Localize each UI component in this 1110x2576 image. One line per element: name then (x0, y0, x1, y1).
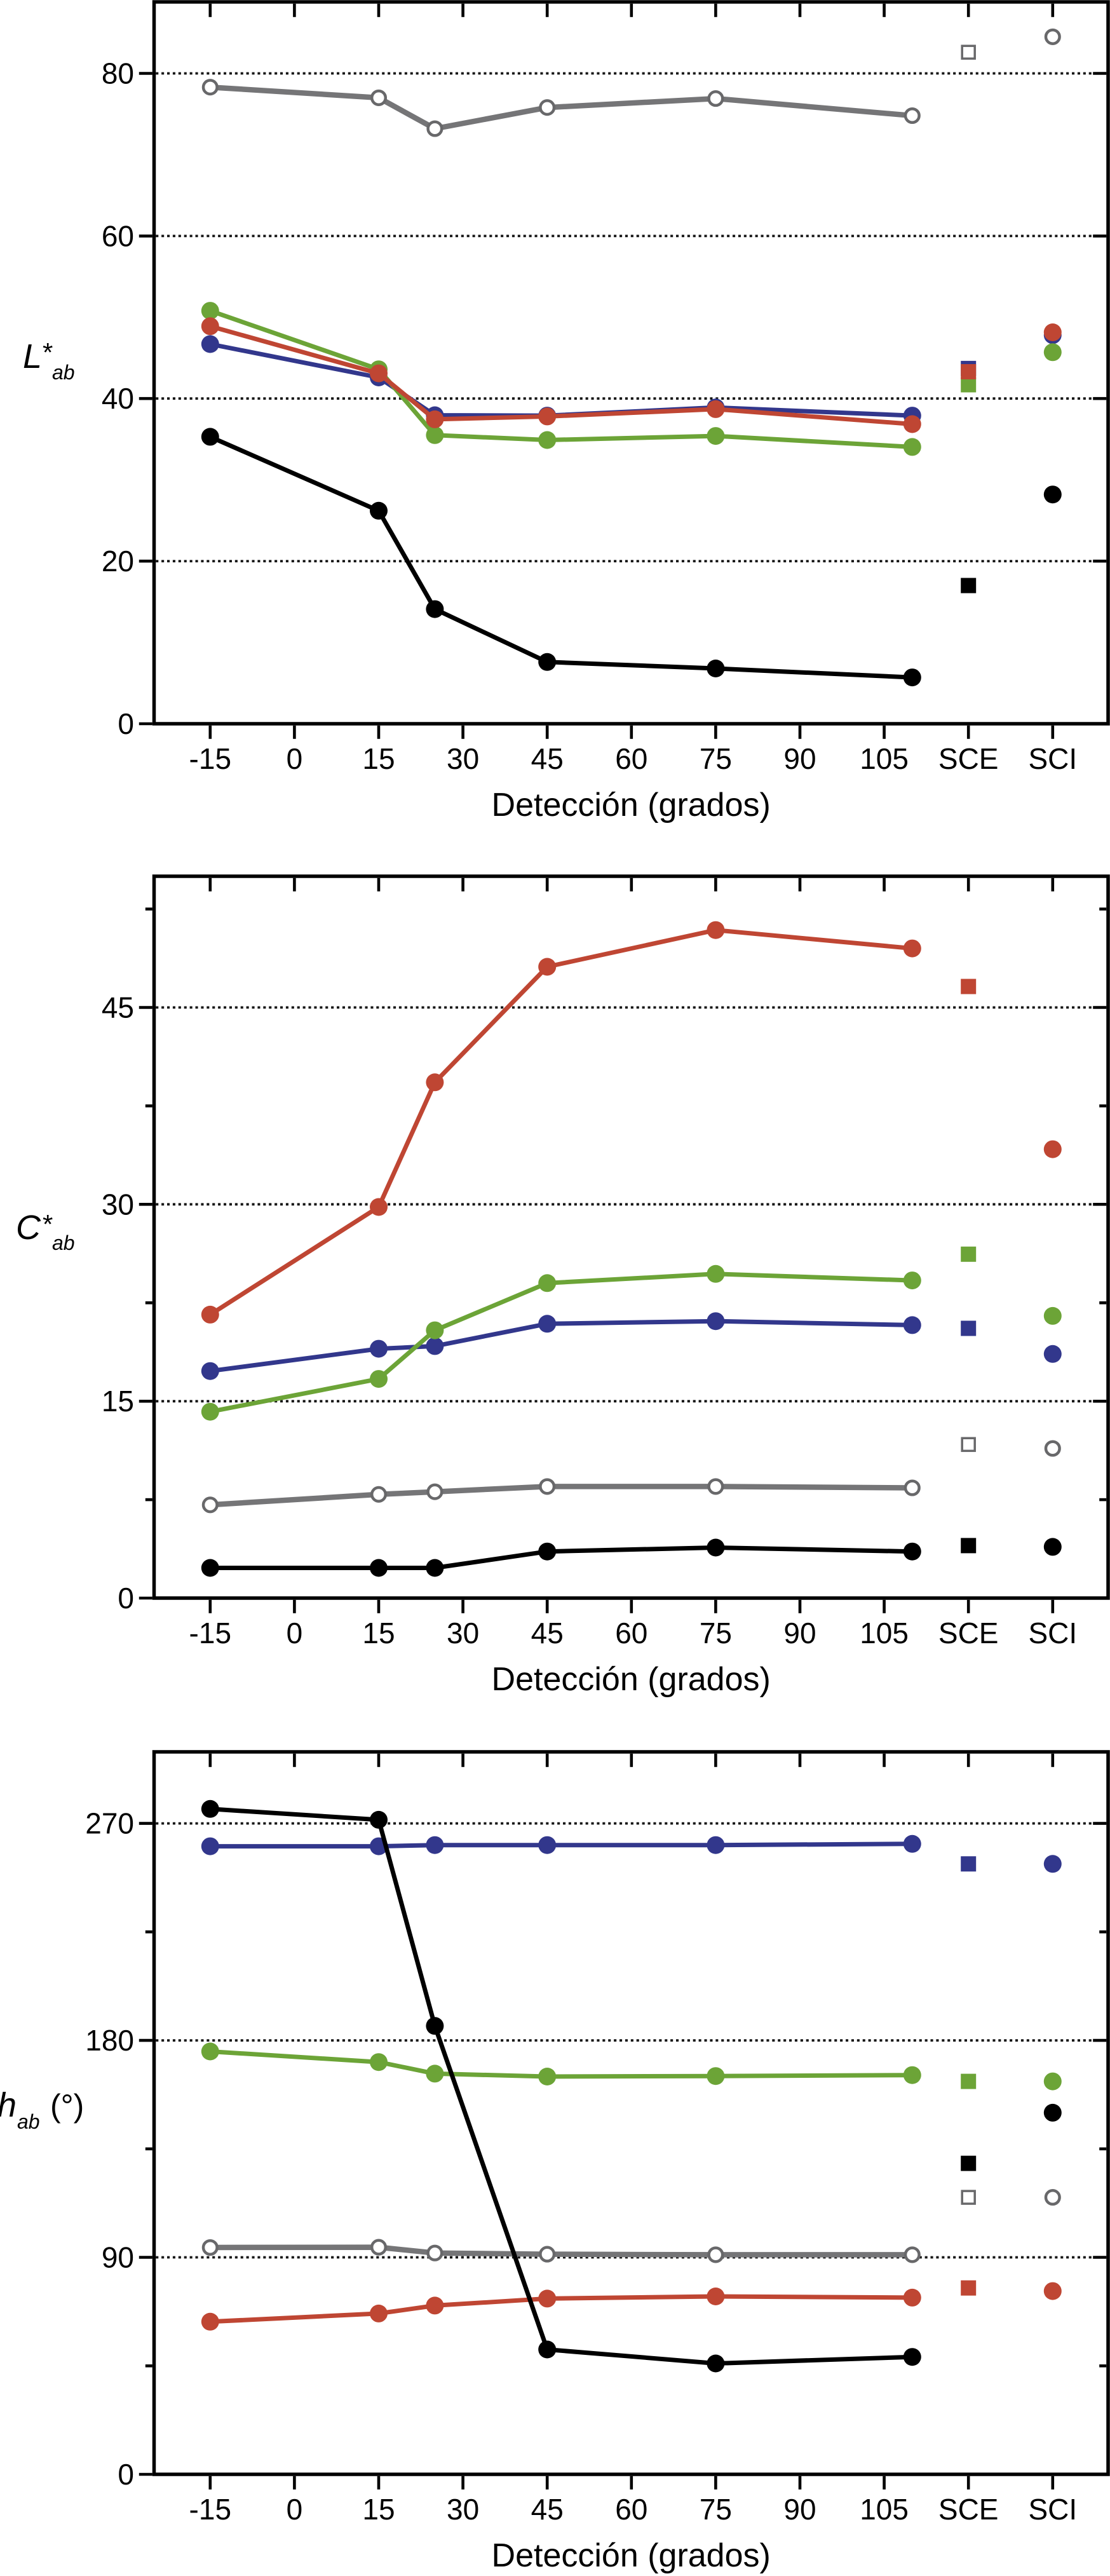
svg-text:ab: ab (52, 361, 75, 384)
svg-text:105: 105 (860, 1617, 909, 1650)
svg-text:20: 20 (102, 545, 134, 578)
svg-text:0: 0 (287, 742, 303, 775)
svg-text:L: L (23, 337, 42, 376)
svg-text:90: 90 (783, 2493, 816, 2526)
svg-text:80: 80 (102, 57, 134, 90)
svg-text:0: 0 (118, 1582, 134, 1615)
svg-text:Detección (grados): Detección (grados) (492, 1661, 771, 1698)
svg-text:45: 45 (531, 1617, 564, 1650)
svg-text:105: 105 (860, 2493, 909, 2526)
svg-text:-15: -15 (189, 2493, 231, 2526)
svg-text:Detección (grados): Detección (grados) (492, 787, 771, 824)
svg-text:0: 0 (118, 707, 134, 740)
svg-text:15: 15 (362, 1617, 395, 1650)
svg-text:15: 15 (362, 2493, 395, 2526)
svg-text:60: 60 (102, 219, 134, 252)
svg-text:C: C (16, 1209, 41, 1247)
svg-text:40: 40 (102, 382, 134, 415)
svg-text:90: 90 (102, 2241, 134, 2274)
svg-text:*: * (43, 1209, 53, 1239)
svg-text:105: 105 (860, 742, 909, 775)
svg-text:60: 60 (615, 742, 647, 775)
svg-text:0: 0 (287, 1617, 303, 1650)
svg-text:45: 45 (531, 742, 564, 775)
svg-text:SCI: SCI (1028, 1617, 1077, 1650)
svg-text:-15: -15 (189, 1617, 231, 1650)
svg-text:30: 30 (447, 742, 479, 775)
svg-text:SCI: SCI (1028, 2493, 1077, 2526)
svg-text:45: 45 (102, 991, 134, 1024)
svg-text:30: 30 (447, 1617, 479, 1650)
svg-text:270: 270 (85, 1807, 134, 1840)
svg-text:SCE: SCE (938, 2493, 999, 2526)
svg-text:Detección (grados): Detección (grados) (492, 2537, 771, 2574)
svg-text:30: 30 (447, 2493, 479, 2526)
svg-text:*: * (43, 337, 53, 367)
svg-text:h: h (0, 2086, 17, 2124)
svg-text:75: 75 (700, 1617, 732, 1650)
svg-text:ab: ab (52, 1231, 75, 1254)
svg-text:SCE: SCE (938, 1617, 999, 1650)
svg-text:-15: -15 (189, 742, 231, 775)
svg-text:60: 60 (615, 1617, 647, 1650)
svg-text:75: 75 (700, 2493, 732, 2526)
svg-text:SCE: SCE (938, 742, 999, 775)
svg-text:90: 90 (783, 1617, 816, 1650)
svg-text:30: 30 (102, 1188, 134, 1221)
svg-text:15: 15 (362, 742, 395, 775)
svg-text:90: 90 (783, 742, 816, 775)
svg-text:75: 75 (700, 742, 732, 775)
svg-text:180: 180 (85, 2024, 134, 2057)
svg-text:45: 45 (531, 2493, 564, 2526)
svg-text:0: 0 (118, 2458, 134, 2491)
svg-text:(°): (°) (50, 2088, 84, 2124)
svg-text:SCI: SCI (1028, 742, 1077, 775)
svg-text:60: 60 (615, 2493, 647, 2526)
svg-text:ab: ab (17, 2110, 40, 2133)
svg-text:15: 15 (102, 1385, 134, 1418)
svg-text:0: 0 (287, 2493, 303, 2526)
